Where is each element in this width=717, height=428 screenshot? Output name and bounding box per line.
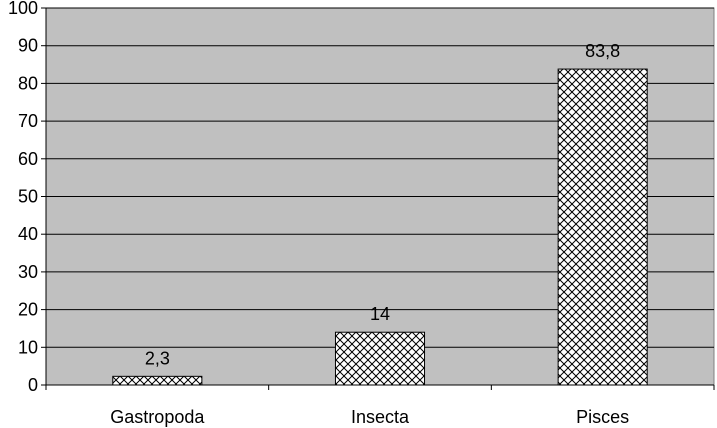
- y-tick-label: 30: [18, 262, 38, 282]
- data-label-gastropoda: 2,3: [145, 348, 170, 368]
- bar-series: [112, 68, 648, 386]
- y-tick-label: 80: [18, 73, 38, 93]
- data-label-pisces: 83,8: [585, 41, 620, 61]
- x-category-label-pisces: Pisces: [576, 407, 629, 427]
- y-tick-label: 50: [18, 187, 38, 207]
- y-tick-label: 20: [18, 300, 38, 320]
- y-tick-label: 40: [18, 224, 38, 244]
- y-tick-label: 90: [18, 36, 38, 56]
- y-axis: 0 10 20 30 40 50 60 70 80 90 100: [8, 0, 47, 395]
- data-label-insecta: 14: [370, 304, 390, 324]
- data-labels: 2,3 14 83,8: [145, 41, 620, 368]
- y-tick-label: 0: [28, 375, 38, 395]
- bar-insecta: [334, 331, 426, 386]
- y-tick-label: 10: [18, 337, 38, 357]
- x-axis: Gastropoda Insecta Pisces: [45, 384, 715, 427]
- bar-pisces: [557, 68, 648, 386]
- y-tick-label: 100: [8, 0, 38, 18]
- x-category-label-insecta: Insecta: [351, 407, 410, 427]
- bar-gastropoda: [112, 375, 203, 386]
- y-tick-label: 60: [18, 149, 38, 169]
- y-tick-label: 70: [18, 111, 38, 131]
- x-category-label-gastropoda: Gastropoda: [110, 407, 205, 427]
